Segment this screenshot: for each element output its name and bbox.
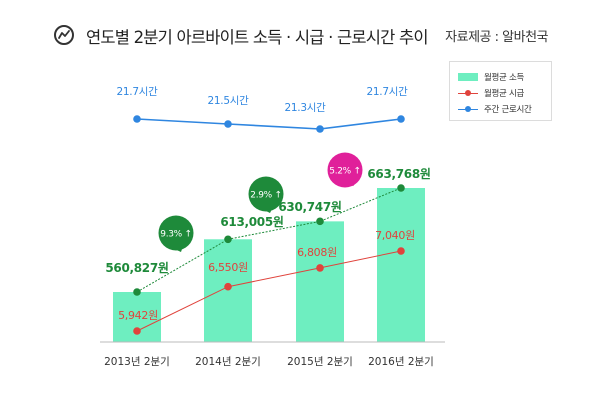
wage-point	[316, 264, 324, 272]
data-source: 자료제공 : 알바천국	[445, 30, 548, 45]
income-point	[224, 235, 232, 244]
growth-label: 5.2% ↑	[329, 167, 360, 177]
trend-logo-icon	[54, 25, 74, 45]
legend-bar-swatch	[458, 73, 478, 81]
income-bar	[204, 239, 252, 342]
income-value-label: 630,747원	[278, 200, 341, 214]
growth-bubble: 5.2% ↑	[327, 152, 363, 188]
income-bar	[296, 221, 344, 342]
x-tick-label: 2014년 2분기	[195, 356, 261, 368]
income-trend-line	[136, 187, 402, 293]
legend-label: 월평균 소득	[484, 73, 525, 83]
chart-legend: 월평균 소득 월평균 시급 주간 근로시간	[449, 61, 552, 121]
legend-dot-icon	[465, 106, 471, 112]
growth-bubble: 9.3% ↑	[158, 215, 194, 252]
income-value-label: 663,768원	[367, 167, 430, 181]
income-point	[397, 184, 405, 192]
hours-point	[224, 120, 232, 128]
hours-point	[133, 115, 141, 123]
wage-point	[397, 247, 405, 255]
x-tick-label: 2016년 2분기	[368, 356, 434, 368]
income-point	[316, 217, 324, 226]
growth-label: 9.3% ↑	[160, 230, 191, 240]
bubble-circle	[158, 215, 194, 251]
wage-value-label: 5,942원	[118, 309, 158, 322]
wage-value-label: 6,550원	[208, 261, 248, 274]
x-tick-label: 2015년 2분기	[287, 356, 353, 368]
wage-value-label: 7,040원	[375, 229, 415, 242]
wage-trend-line	[136, 250, 402, 332]
income-value-label: 560,827원	[105, 261, 168, 275]
hours-value-label: 21.3시간	[285, 102, 327, 114]
hours-value-label: 21.5시간	[208, 95, 250, 107]
bubble-circle	[327, 152, 363, 188]
hours-value-label: 21.7시간	[367, 86, 409, 98]
income-point	[133, 288, 141, 296]
legend-label: 월평균 시급	[484, 89, 525, 99]
legend-dot-icon	[465, 90, 471, 96]
hours-point	[316, 125, 324, 133]
wage-point	[224, 282, 232, 291]
wage-point	[133, 327, 141, 335]
hours-trend-line	[136, 118, 402, 130]
x-tick-label: 2013년 2분기	[104, 356, 170, 368]
hours-value-label: 21.7시간	[117, 86, 159, 98]
chart-header: 연도별 2분기 아르바이트 소득 · 시급 · 근로시간 추이 자료제공 : 알…	[0, 0, 600, 60]
income-bar	[377, 188, 425, 342]
growth-bubble: 2.9% ↑	[248, 176, 284, 213]
wage-value-label: 6,808원	[297, 246, 337, 259]
hours-point	[397, 115, 405, 123]
income-value-label: 613,005원	[220, 215, 283, 229]
legend-label: 주간 근로시간	[484, 105, 532, 115]
bubble-circle	[248, 176, 284, 212]
growth-label: 2.9% ↑	[250, 191, 281, 201]
chart-title: 연도별 2분기 아르바이트 소득 · 시급 · 근로시간 추이	[86, 28, 429, 47]
